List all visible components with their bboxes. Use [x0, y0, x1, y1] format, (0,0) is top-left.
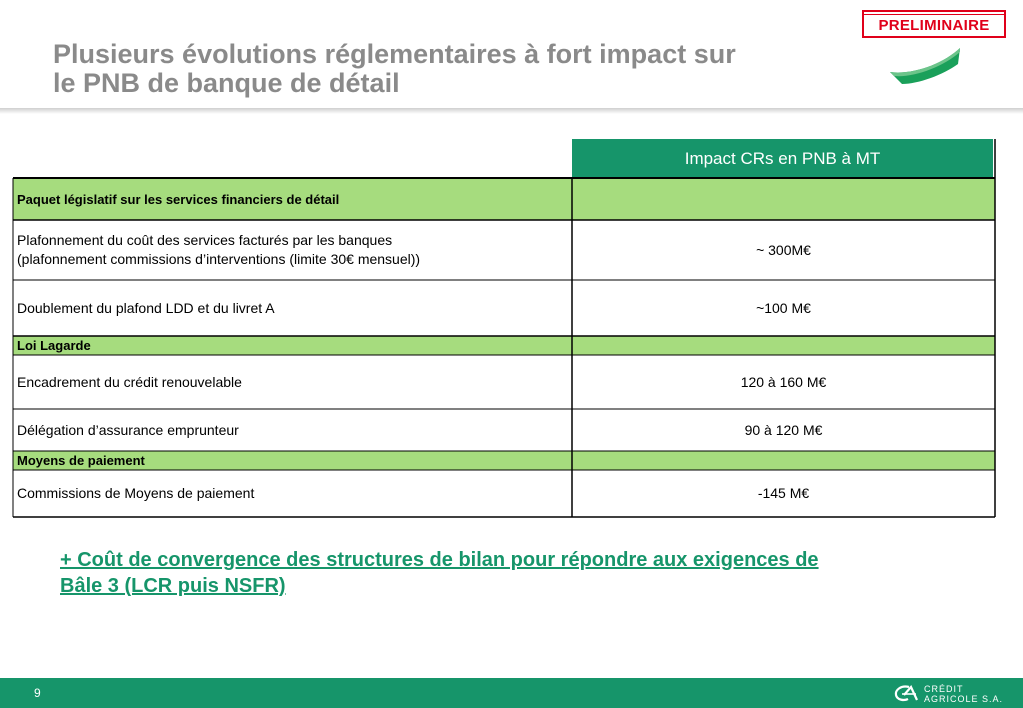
section-label: Loi Lagarde	[17, 338, 91, 353]
row-label: Doublement du plafond LDD et du livret A	[17, 299, 275, 316]
basel3-note-line-2: Bâle 3 (LCR puis NSFR)	[60, 575, 286, 597]
row-label: Délégation d’assurance emprunteur	[17, 421, 239, 438]
basel3-note: + Coût de convergence des structures de …	[60, 547, 970, 599]
table-row: Encadrement du crédit renouvelable 120 à…	[13, 355, 995, 409]
row-label-line-2: (plafonnement commissions d’intervention…	[17, 251, 421, 267]
logo-text-line-1: CRÉDIT	[924, 684, 964, 694]
row-value: ~100 M€	[756, 299, 811, 316]
table-row-section: Loi Lagarde	[13, 336, 995, 355]
table-row: Commissions de Moyens de paiement -145 M…	[13, 470, 995, 517]
row-value: -145 M€	[757, 485, 810, 501]
row-label: Plafonnement du coût des services factur…	[13, 220, 572, 280]
logo-text-line-2: AGRICOLE S.A.	[924, 694, 1004, 704]
table-row-section: Moyens de paiement	[13, 451, 995, 470]
slide-title: Plusieurs évolutions réglementaires à fo…	[53, 40, 853, 98]
footer-bar: 9 CRÉDIT AGRICOLE S.A.	[0, 678, 1023, 708]
green-swoosh-icon	[890, 48, 960, 84]
credit-agricole-logo-icon	[894, 684, 918, 702]
page-number: 9	[34, 686, 41, 700]
row-label: Encadrement du crédit renouvelable	[17, 373, 242, 390]
table-row: Plafonnement du coût des services factur…	[13, 220, 995, 280]
basel3-note-line-1: + Coût de convergence des structures de …	[60, 549, 819, 571]
table-row-section: Paquet législatif sur les services finan…	[13, 178, 995, 220]
row-value: 120 à 160 M€	[740, 373, 827, 390]
row-label-line-1: Plafonnement du coût des services factur…	[17, 232, 393, 248]
slide-title-line-1: Plusieurs évolutions réglementaires à fo…	[53, 39, 736, 69]
row-value: ~ 300M€	[756, 241, 811, 258]
row-value: 90 à 120 M€	[744, 421, 823, 438]
preliminary-stamp-label: PRELIMINAIRE	[878, 17, 990, 34]
slide-title-line-2: le PNB de banque de détail	[53, 68, 400, 98]
section-label: Moyens de paiement	[17, 453, 145, 468]
header-divider	[0, 108, 1023, 114]
impact-column-header: Impact CRs en PNB à MT	[572, 139, 993, 177]
row-label: Commissions de Moyens de paiement	[17, 485, 255, 501]
table-row: Doublement du plafond LDD et du livret A…	[13, 280, 995, 336]
logo-text: CRÉDIT AGRICOLE S.A.	[924, 684, 1003, 704]
preliminary-stamp: PRELIMINAIRE	[862, 10, 1006, 38]
section-label: Paquet législatif sur les services finan…	[17, 191, 340, 207]
table-row: Délégation d’assurance emprunteur 90 à 1…	[13, 409, 995, 451]
credit-agricole-logo: CRÉDIT AGRICOLE S.A.	[893, 683, 1013, 705]
